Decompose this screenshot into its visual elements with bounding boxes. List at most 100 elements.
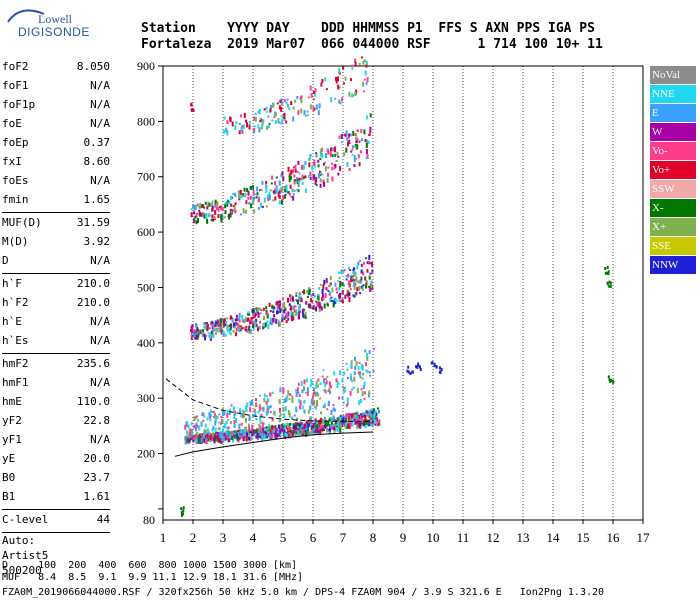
- echo-mark: [334, 153, 337, 157]
- echo-mark: [184, 439, 187, 445]
- echo-mark: [315, 152, 318, 155]
- echo-mark: [238, 312, 241, 318]
- echo-mark: [348, 91, 351, 97]
- echo-mark: [258, 127, 261, 133]
- echo-mark: [204, 435, 206, 438]
- echo-mark: [368, 254, 371, 260]
- echo-mark: [287, 166, 290, 172]
- echo-cluster: [431, 361, 434, 365]
- echo-mark: [283, 115, 286, 119]
- echo-mark: [203, 333, 206, 337]
- echo-mark: [196, 329, 199, 335]
- echo-mark: [253, 128, 256, 132]
- echo-mark: [263, 431, 266, 434]
- echo-mark: [270, 321, 273, 326]
- echo-mark: [287, 297, 289, 303]
- param-row: hmF1 N/A: [2, 374, 110, 393]
- echo-mark: [243, 414, 245, 418]
- echo-mark: [267, 428, 270, 434]
- echo-cluster: [182, 509, 185, 513]
- echo-mark: [315, 104, 318, 110]
- echo-mark: [271, 431, 274, 435]
- echo-mark: [261, 422, 264, 428]
- echo-mark: [301, 425, 304, 428]
- echo-mark: [279, 428, 282, 434]
- echo-mark: [291, 312, 294, 318]
- polarization-legend: NoVal NNE E W Vo- Vo+ SSW X- X+ SSE NNW: [650, 66, 696, 275]
- echo-mark: [360, 263, 363, 267]
- echo-mark: [367, 410, 370, 413]
- echo-mark: [239, 408, 242, 414]
- echo-mark: [293, 174, 296, 178]
- echo-mark: [290, 310, 293, 316]
- echo-mark: [221, 432, 223, 436]
- echo-mark: [208, 327, 211, 330]
- echo-mark: [195, 324, 198, 328]
- echo-mark: [234, 413, 236, 416]
- echo-mark: [353, 418, 356, 422]
- param-row: h`Es N/A: [2, 332, 110, 351]
- echo-mark: [289, 175, 292, 180]
- echo-mark: [263, 393, 266, 398]
- echo-mark: [303, 110, 306, 115]
- echo-mark: [311, 430, 314, 434]
- echo-mark: [367, 412, 370, 418]
- echo-cluster: [608, 284, 611, 288]
- echo-mark: [350, 150, 353, 153]
- echo-mark: [321, 426, 324, 428]
- echo-mark: [212, 330, 215, 333]
- echo-mark: [240, 422, 243, 426]
- echo-mark: [233, 432, 236, 435]
- echo-mark: [229, 119, 232, 123]
- echo-mark: [317, 173, 320, 179]
- echo-mark: [266, 125, 268, 130]
- echo-mark: [260, 427, 263, 433]
- echo-cluster: [180, 513, 183, 517]
- legend-item: X+: [650, 218, 696, 236]
- echo-mark: [279, 407, 281, 413]
- param-key: h`Es: [2, 334, 29, 347]
- echo-mark: [360, 138, 363, 142]
- echo-mark: [192, 435, 195, 437]
- echo-cluster: [407, 370, 410, 374]
- echo-mark: [279, 425, 282, 430]
- echo-mark: [214, 203, 217, 208]
- echo-mark: [332, 300, 335, 303]
- echo-mark: [195, 220, 198, 225]
- echo-mark: [294, 314, 297, 317]
- echo-mark: [223, 116, 226, 120]
- echo-mark: [287, 104, 290, 108]
- echo-mark: [347, 273, 350, 278]
- echo-mark: [311, 394, 314, 399]
- echo-mark: [294, 426, 297, 429]
- echo-mark: [285, 433, 288, 437]
- echo-mark: [233, 326, 236, 329]
- echo-mark: [361, 420, 363, 425]
- echo-mark: [261, 180, 264, 185]
- echo-mark: [356, 144, 359, 150]
- echo-mark: [353, 267, 356, 271]
- echo-mark: [232, 432, 235, 437]
- echo-mark: [278, 121, 281, 124]
- echo-mark: [338, 67, 341, 72]
- echo-mark: [211, 321, 213, 324]
- echo-mark: [241, 129, 244, 134]
- echo-mark: [324, 420, 327, 425]
- echo-mark: [240, 194, 243, 198]
- echo-mark: [290, 305, 293, 311]
- echo-mark: [275, 120, 277, 124]
- echo-mark: [275, 318, 278, 324]
- echo-mark: [330, 409, 333, 415]
- echo-mark: [280, 115, 283, 118]
- echo-mark: [333, 371, 336, 376]
- param-key: B0: [2, 471, 16, 484]
- echo-mark: [360, 129, 363, 134]
- echo-mark: [331, 421, 333, 425]
- echo-mark: [365, 419, 368, 425]
- echo-mark: [359, 279, 362, 284]
- echo-mark: [331, 162, 333, 165]
- echo-mark: [194, 415, 197, 419]
- param-separator: [2, 273, 110, 274]
- echo-mark: [315, 406, 317, 410]
- param-row: yE 20.0: [2, 450, 110, 469]
